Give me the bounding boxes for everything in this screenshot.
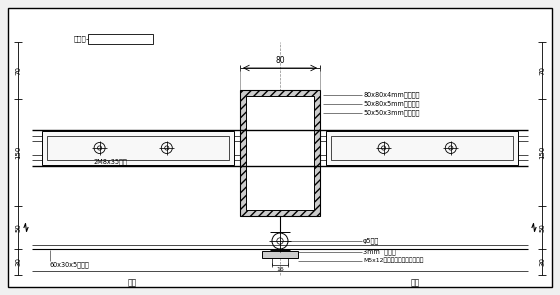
- Bar: [42, 131, 234, 165]
- Text: 80x80x4mm铝型材框: 80x80x4mm铝型材框: [363, 92, 419, 98]
- Text: 80: 80: [275, 56, 285, 65]
- Text: 50: 50: [15, 223, 21, 232]
- Text: 30: 30: [539, 258, 545, 266]
- Text: 板计: 板计: [127, 278, 137, 287]
- Text: 3mm  铝板框: 3mm 铝板框: [363, 248, 396, 255]
- Bar: [326, 131, 518, 165]
- Bar: [246, 96, 314, 210]
- Text: 16: 16: [276, 267, 284, 272]
- Bar: [240, 90, 320, 216]
- Text: 70: 70: [539, 66, 545, 75]
- Text: 50: 50: [539, 223, 545, 232]
- Bar: [331, 136, 513, 160]
- Text: 30: 30: [15, 258, 21, 266]
- Text: M5x12不锈钉螺钉（自攻自钒）: M5x12不锈钉螺钉（自攻自钒）: [363, 258, 423, 263]
- Bar: [262, 251, 298, 258]
- Text: 50x80x5mm铝型材框: 50x80x5mm铝型材框: [363, 101, 419, 107]
- Text: 板计: 板计: [410, 278, 419, 287]
- Bar: [47, 136, 229, 160]
- Text: 150: 150: [15, 146, 21, 159]
- Text: 70: 70: [15, 66, 21, 75]
- Text: 150: 150: [539, 146, 545, 159]
- Bar: [88, 34, 153, 44]
- Text: 2M8x35螺丝: 2M8x35螺丝: [93, 159, 127, 165]
- Text: 结构处: 结构处: [73, 36, 86, 42]
- Text: φ5铆钉: φ5铆钉: [363, 238, 379, 244]
- Text: 50x50x3mm铝型材框: 50x50x3mm铝型材框: [363, 110, 419, 116]
- Text: 60x30x5开槽件: 60x30x5开槽件: [50, 262, 90, 268]
